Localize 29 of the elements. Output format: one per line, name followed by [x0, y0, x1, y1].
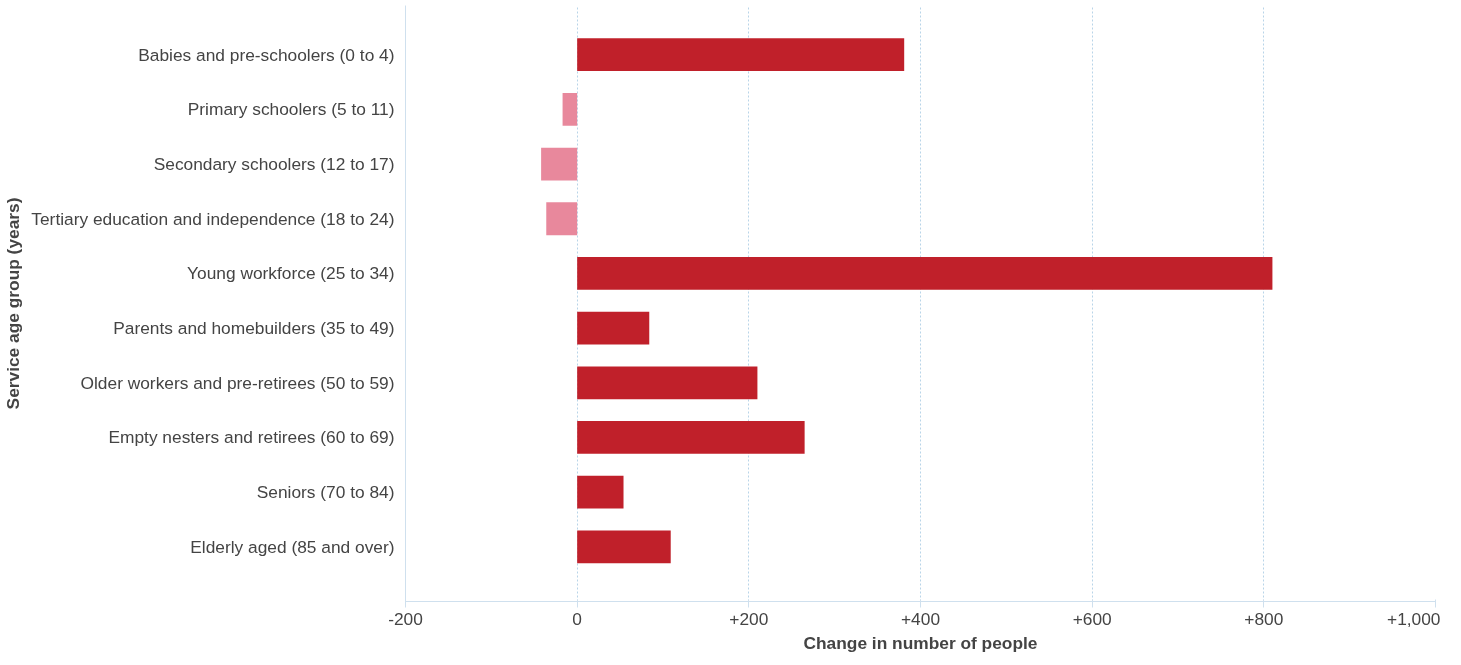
x-tick-label: 0 — [572, 608, 582, 629]
bar — [577, 475, 624, 509]
bar — [577, 530, 671, 564]
bar — [562, 92, 578, 126]
y-tick-label: Older workers and pre-retirees (50 to 59) — [80, 372, 395, 393]
y-tick-label: Seniors (70 to 84) — [256, 482, 395, 503]
x-tick-label: -200 — [388, 608, 423, 629]
bar — [541, 147, 578, 181]
y-tick-label: Babies and pre-schoolers (0 to 4) — [138, 44, 395, 65]
y-tick-label: Parents and homebuilders (35 to 49) — [113, 318, 395, 339]
bar — [577, 421, 805, 454]
x-tick-label: +1,000 — [1387, 608, 1441, 629]
y-tick-label: Tertiary education and independence (18 to 24) — [31, 208, 395, 229]
y-tick-label: Secondary schoolers (12 to 17) — [153, 154, 395, 175]
x-tick-label: +800 — [1244, 608, 1284, 629]
bar — [577, 311, 650, 345]
x-tick-label: +400 — [900, 608, 941, 629]
x-tick-label: +600 — [1072, 608, 1112, 629]
y-tick-label: Young workforce (25 to 34) — [187, 263, 395, 284]
bar — [577, 366, 758, 400]
bar — [546, 202, 578, 236]
y-tick-label: Primary schoolers (5 to 11) — [187, 99, 395, 120]
x-tick-label: +200 — [729, 608, 769, 629]
bar — [577, 38, 905, 72]
y-tick-label: Elderly aged (85 and over) — [190, 536, 395, 557]
bar — [577, 257, 1273, 290]
y-axis-title: Service age group (years) — [3, 197, 24, 410]
x-axis-title: Change in number of people — [803, 632, 1038, 653]
y-tick-label: Empty nesters and retirees (60 to 69) — [108, 427, 395, 448]
